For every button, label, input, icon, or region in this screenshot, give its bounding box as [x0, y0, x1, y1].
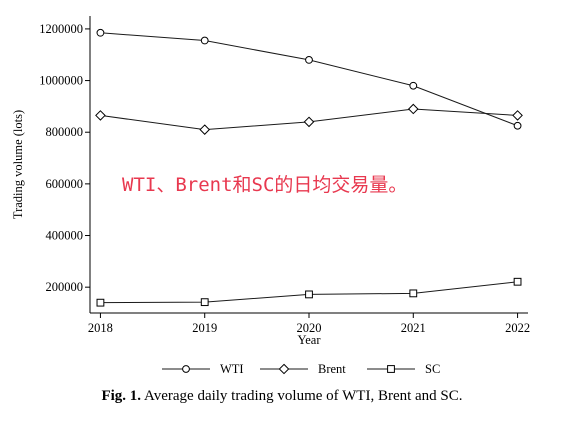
caption-label: Fig. 1.	[101, 388, 142, 404]
data-point-wti	[305, 56, 313, 64]
y-tick-label: 1000000	[39, 74, 83, 88]
data-point-sc	[305, 290, 313, 299]
series-layer	[95, 28, 523, 307]
data-point-wti	[409, 81, 418, 90]
y-tick-label: 1200000	[39, 22, 83, 36]
axes: 200000 400000 600000 800000 1000000 1200000 20…	[11, 16, 530, 347]
x-tick-label: 2018	[88, 321, 113, 335]
data-point-sc	[200, 298, 209, 307]
legend-label-brent: Brent	[318, 362, 346, 376]
data-point-wti	[96, 28, 105, 37]
line-chart: 200000 400000 600000 800000 1000000 1200000 20…	[11, 16, 530, 376]
legend-entry-brent: Brent	[260, 362, 346, 376]
data-point-brent	[512, 110, 523, 121]
caption-text: Average daily trading volume of WTI, Bre…	[144, 388, 463, 404]
series-sc	[96, 277, 522, 307]
data-point-sc	[96, 298, 105, 307]
legend-label-sc: SC	[425, 362, 440, 376]
data-point-brent	[407, 103, 419, 115]
legend-marker-wti	[182, 365, 190, 373]
x-tick-label: 2022	[505, 321, 530, 335]
y-tick-label: 200000	[46, 280, 84, 294]
data-point-brent	[303, 116, 315, 128]
legend-entry-wti: WTI	[162, 362, 244, 376]
data-point-wti	[200, 36, 209, 45]
x-tick-label: 2021	[401, 321, 426, 335]
x-axis-title: Year	[297, 333, 321, 347]
data-point-sc	[409, 289, 418, 298]
series-wti	[96, 28, 522, 130]
chart-annotation: WTI、Brent和SC的日均交易量。	[122, 174, 407, 196]
x-tick-label: 2019	[192, 321, 217, 335]
legend: WTI Brent SC	[162, 362, 440, 376]
legend-label-wti: WTI	[220, 362, 244, 376]
legend-entry-sc: SC	[367, 362, 440, 376]
legend-marker-sc	[387, 365, 395, 373]
data-point-sc	[513, 277, 522, 286]
y-axis-title: Trading volume (lots)	[11, 110, 25, 219]
x-tick-label: 2020	[297, 321, 322, 335]
data-point-brent	[199, 124, 211, 135]
y-tick-label: 600000	[46, 177, 84, 191]
data-point-wti	[513, 121, 522, 130]
y-tick-label: 800000	[46, 125, 84, 139]
data-point-brent	[95, 110, 106, 121]
legend-marker-brent	[278, 363, 290, 375]
series-brent	[95, 103, 523, 135]
figure-caption: Fig. 1. Average daily trading volume of …	[0, 388, 564, 405]
y-tick-label: 400000	[46, 229, 84, 243]
